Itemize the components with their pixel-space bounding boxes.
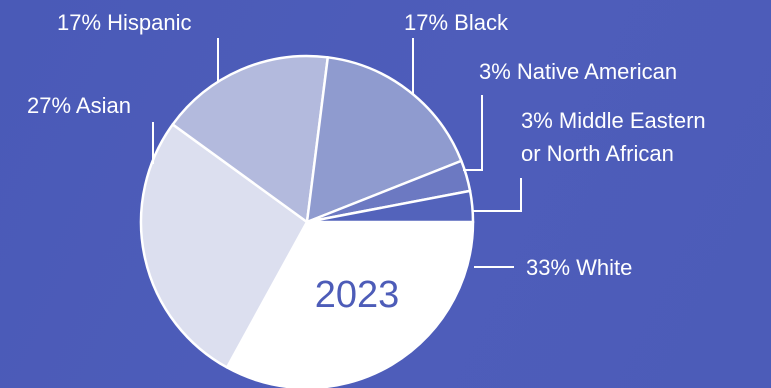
- pie-slice-asian: [139, 123, 309, 369]
- label-middle-eastern-line1: 3% Middle Eastern: [521, 108, 706, 133]
- label-asian: 27% Asian: [27, 93, 131, 118]
- label-middle-eastern-line2: or North African: [521, 141, 674, 166]
- pie-slice-white: [225, 220, 475, 388]
- leader-line-native-american: [463, 95, 483, 171]
- leader-line-middle-eastern: [472, 178, 522, 212]
- label-native-american: 3% Native American: [479, 59, 677, 84]
- pie-slice-middle-eastern: [305, 189, 475, 224]
- label-black: 17% Black: [404, 10, 509, 35]
- pie-slice-hispanic: [171, 54, 330, 224]
- label-hispanic: 17% Hispanic: [57, 10, 192, 35]
- center-year-label: 2023: [315, 274, 400, 316]
- pie-slice-black: [305, 56, 463, 224]
- label-white: 33% White: [526, 255, 632, 280]
- leader-lines: [152, 38, 522, 268]
- pie-slices: [139, 54, 475, 388]
